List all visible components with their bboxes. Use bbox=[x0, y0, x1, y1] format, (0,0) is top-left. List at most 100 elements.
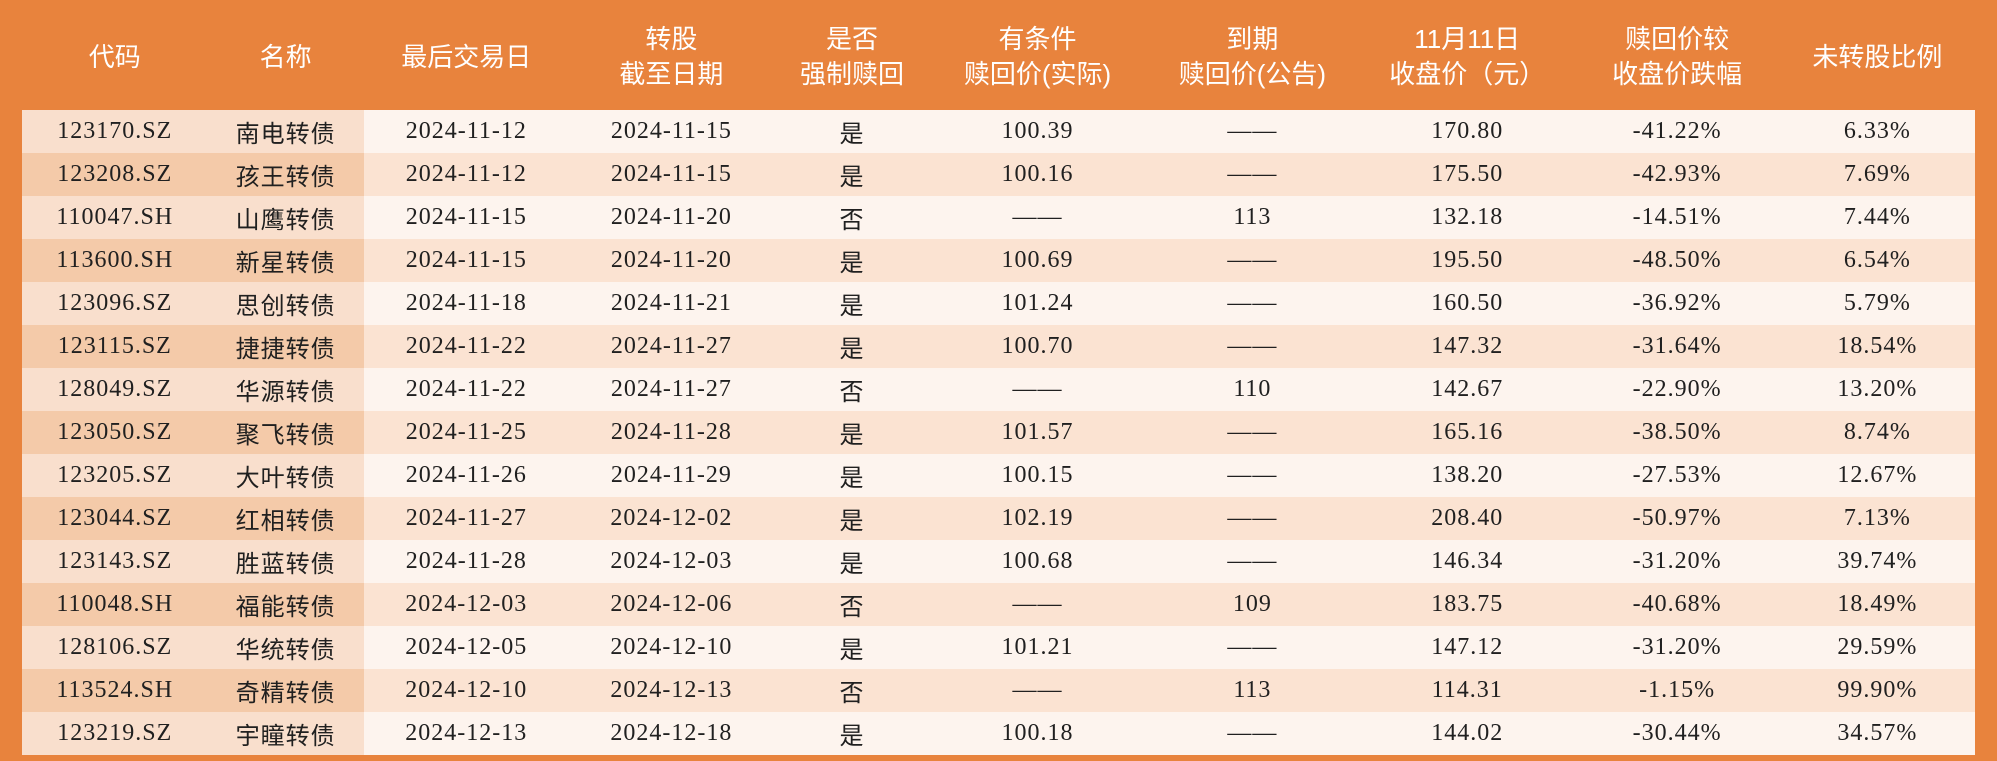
table-row: 110047.SH山鹰转债2024-11-152024-11-20否——1131… bbox=[22, 196, 1975, 239]
cell-r1-c6: —— bbox=[1145, 153, 1360, 196]
cell-r6-c1: 华源转债 bbox=[208, 368, 364, 411]
cell-r5-c0: 123115.SZ bbox=[22, 325, 208, 368]
cell-r10-c0: 123143.SZ bbox=[22, 540, 208, 583]
table-row: 128049.SZ华源转债2024-11-222024-11-27否——1101… bbox=[22, 368, 1975, 411]
cell-r4-c1: 思创转债 bbox=[208, 282, 364, 325]
cell-r4-c7: 160.50 bbox=[1360, 282, 1575, 325]
cell-r6-c7: 142.67 bbox=[1360, 368, 1575, 411]
cell-r1-c1: 孩王转债 bbox=[208, 153, 364, 196]
cell-r0-c1: 南电转债 bbox=[208, 110, 364, 153]
cell-r3-c9: 6.54% bbox=[1780, 239, 1975, 282]
cell-r7-c9: 8.74% bbox=[1780, 411, 1975, 454]
cell-r2-c3: 2024-11-20 bbox=[569, 196, 774, 239]
cell-r12-c5: 101.21 bbox=[930, 626, 1145, 669]
cell-r3-c0: 113600.SH bbox=[22, 239, 208, 282]
cell-r11-c8: -40.68% bbox=[1575, 583, 1780, 626]
cell-r2-c2: 2024-11-15 bbox=[364, 196, 569, 239]
cell-r2-c5: —— bbox=[930, 196, 1145, 239]
cell-r14-c8: -30.44% bbox=[1575, 712, 1780, 755]
cell-r9-c3: 2024-12-02 bbox=[569, 497, 774, 540]
cell-r0-c0: 123170.SZ bbox=[22, 110, 208, 153]
cell-r5-c5: 100.70 bbox=[930, 325, 1145, 368]
cell-r9-c6: —— bbox=[1145, 497, 1360, 540]
cell-r2-c9: 7.44% bbox=[1780, 196, 1975, 239]
cell-r14-c9: 34.57% bbox=[1780, 712, 1975, 755]
cell-r14-c3: 2024-12-18 bbox=[569, 712, 774, 755]
cell-r5-c2: 2024-11-22 bbox=[364, 325, 569, 368]
cell-r13-c4: 否 bbox=[774, 669, 930, 712]
cell-r7-c5: 101.57 bbox=[930, 411, 1145, 454]
cell-r1-c2: 2024-11-12 bbox=[364, 153, 569, 196]
cell-r13-c0: 113524.SH bbox=[22, 669, 208, 712]
cell-r11-c1: 福能转债 bbox=[208, 583, 364, 626]
cell-r7-c6: —— bbox=[1145, 411, 1360, 454]
cell-r8-c7: 138.20 bbox=[1360, 454, 1575, 497]
cell-r8-c1: 大叶转债 bbox=[208, 454, 364, 497]
cell-r10-c5: 100.68 bbox=[930, 540, 1145, 583]
cell-r10-c2: 2024-11-28 bbox=[364, 540, 569, 583]
table-row: 123205.SZ大叶转债2024-11-262024-11-29是100.15… bbox=[22, 454, 1975, 497]
cell-r9-c0: 123044.SZ bbox=[22, 497, 208, 540]
cell-r7-c1: 聚飞转债 bbox=[208, 411, 364, 454]
cell-r14-c6: —— bbox=[1145, 712, 1360, 755]
cell-r13-c2: 2024-12-10 bbox=[364, 669, 569, 712]
bond-redemption-table-container: 代码名称最后交易日转股 截至日期是否 强制赎回有条件 赎回价(实际)到期 赎回价… bbox=[0, 0, 1997, 761]
cell-r2-c0: 110047.SH bbox=[22, 196, 208, 239]
col-header-0: 代码 bbox=[22, 12, 208, 110]
cell-r5-c4: 是 bbox=[774, 325, 930, 368]
table-body: 123170.SZ南电转债2024-11-122024-11-15是100.39… bbox=[22, 110, 1975, 755]
cell-r13-c1: 奇精转债 bbox=[208, 669, 364, 712]
cell-r12-c8: -31.20% bbox=[1575, 626, 1780, 669]
cell-r6-c0: 128049.SZ bbox=[22, 368, 208, 411]
cell-r12-c4: 是 bbox=[774, 626, 930, 669]
cell-r6-c2: 2024-11-22 bbox=[364, 368, 569, 411]
cell-r1-c7: 175.50 bbox=[1360, 153, 1575, 196]
cell-r8-c6: —— bbox=[1145, 454, 1360, 497]
cell-r14-c2: 2024-12-13 bbox=[364, 712, 569, 755]
cell-r6-c3: 2024-11-27 bbox=[569, 368, 774, 411]
cell-r13-c5: —— bbox=[930, 669, 1145, 712]
table-row: 123096.SZ思创转债2024-11-182024-11-21是101.24… bbox=[22, 282, 1975, 325]
cell-r4-c8: -36.92% bbox=[1575, 282, 1780, 325]
cell-r10-c3: 2024-12-03 bbox=[569, 540, 774, 583]
cell-r9-c7: 208.40 bbox=[1360, 497, 1575, 540]
cell-r9-c5: 102.19 bbox=[930, 497, 1145, 540]
cell-r14-c1: 宇瞳转债 bbox=[208, 712, 364, 755]
cell-r2-c4: 否 bbox=[774, 196, 930, 239]
cell-r1-c3: 2024-11-15 bbox=[569, 153, 774, 196]
cell-r10-c7: 146.34 bbox=[1360, 540, 1575, 583]
bond-redemption-table: 代码名称最后交易日转股 截至日期是否 强制赎回有条件 赎回价(实际)到期 赎回价… bbox=[22, 12, 1975, 755]
table-row: 110048.SH福能转债2024-12-032024-12-06否——1091… bbox=[22, 583, 1975, 626]
cell-r7-c2: 2024-11-25 bbox=[364, 411, 569, 454]
cell-r5-c3: 2024-11-27 bbox=[569, 325, 774, 368]
cell-r8-c2: 2024-11-26 bbox=[364, 454, 569, 497]
col-header-3: 转股 截至日期 bbox=[569, 12, 774, 110]
cell-r9-c4: 是 bbox=[774, 497, 930, 540]
cell-r11-c2: 2024-12-03 bbox=[364, 583, 569, 626]
cell-r2-c1: 山鹰转债 bbox=[208, 196, 364, 239]
cell-r13-c7: 114.31 bbox=[1360, 669, 1575, 712]
col-header-5: 有条件 赎回价(实际) bbox=[930, 12, 1145, 110]
cell-r12-c0: 128106.SZ bbox=[22, 626, 208, 669]
table-row: 123044.SZ红相转债2024-11-272024-12-02是102.19… bbox=[22, 497, 1975, 540]
cell-r6-c4: 否 bbox=[774, 368, 930, 411]
cell-r12-c7: 147.12 bbox=[1360, 626, 1575, 669]
cell-r8-c9: 12.67% bbox=[1780, 454, 1975, 497]
cell-r8-c0: 123205.SZ bbox=[22, 454, 208, 497]
col-header-7: 11月11日 收盘价（元） bbox=[1360, 12, 1575, 110]
cell-r3-c6: —— bbox=[1145, 239, 1360, 282]
cell-r8-c8: -27.53% bbox=[1575, 454, 1780, 497]
table-row: 113600.SH新星转债2024-11-152024-11-20是100.69… bbox=[22, 239, 1975, 282]
cell-r5-c9: 18.54% bbox=[1780, 325, 1975, 368]
cell-r13-c6: 113 bbox=[1145, 669, 1360, 712]
cell-r11-c0: 110048.SH bbox=[22, 583, 208, 626]
cell-r11-c4: 否 bbox=[774, 583, 930, 626]
cell-r6-c5: —— bbox=[930, 368, 1145, 411]
cell-r14-c5: 100.18 bbox=[930, 712, 1145, 755]
cell-r8-c4: 是 bbox=[774, 454, 930, 497]
table-row: 113524.SH奇精转债2024-12-102024-12-13否——1131… bbox=[22, 669, 1975, 712]
cell-r0-c5: 100.39 bbox=[930, 110, 1145, 153]
cell-r8-c3: 2024-11-29 bbox=[569, 454, 774, 497]
cell-r1-c4: 是 bbox=[774, 153, 930, 196]
cell-r1-c0: 123208.SZ bbox=[22, 153, 208, 196]
